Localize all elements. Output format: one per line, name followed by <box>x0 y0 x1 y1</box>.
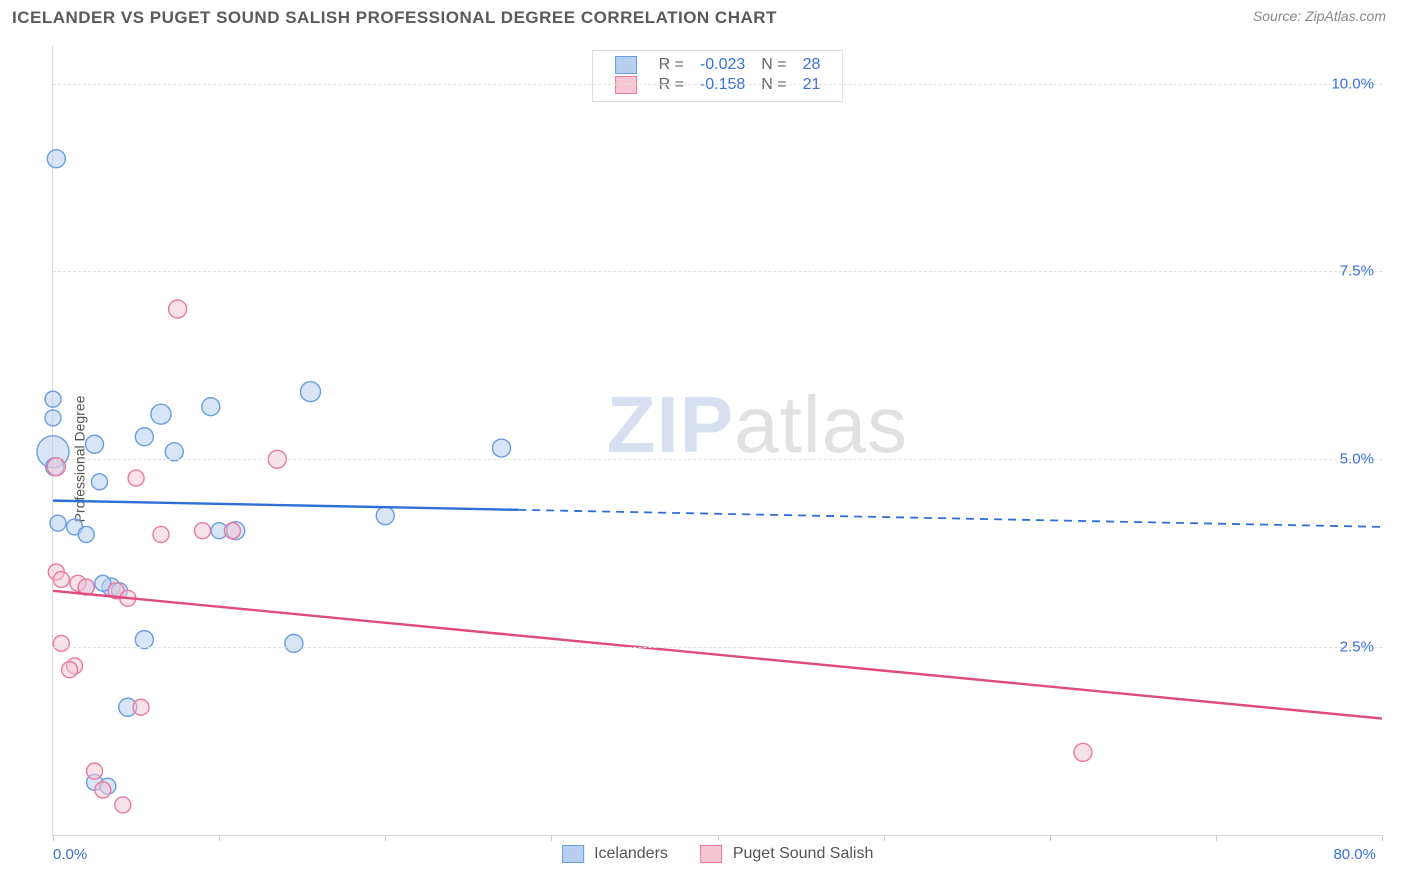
x-axis-min-label: 0.0% <box>53 846 87 863</box>
gridline <box>53 647 1382 648</box>
gridline <box>53 271 1382 272</box>
regression-line-dashed-icelanders <box>518 510 1382 527</box>
swatch-salish-bottom <box>700 845 722 863</box>
n-value-icelanders: 28 <box>795 55 829 75</box>
y-tick-label: 5.0% <box>1340 451 1374 468</box>
data-point-salish <box>169 300 187 318</box>
data-point-salish <box>47 458 65 476</box>
data-point-salish <box>95 782 111 798</box>
data-point-salish <box>1074 743 1092 761</box>
data-point-icelanders <box>45 410 61 426</box>
data-point-salish <box>133 699 149 715</box>
regression-line-salish <box>53 591 1382 719</box>
r-label: R = <box>651 75 692 95</box>
r-value-salish: -0.158 <box>692 75 753 95</box>
swatch-salish <box>615 76 637 94</box>
data-point-icelanders <box>165 443 183 461</box>
data-point-icelanders <box>47 150 65 168</box>
gridline <box>53 84 1382 85</box>
data-point-icelanders <box>78 526 94 542</box>
legend-row-icelanders: R = -0.023 N = 28 <box>607 55 829 75</box>
x-tick <box>1050 835 1051 841</box>
data-point-icelanders <box>151 404 171 424</box>
chart-source: Source: ZipAtlas.com <box>1253 8 1386 24</box>
n-label: N = <box>753 55 794 75</box>
data-point-salish <box>224 523 240 539</box>
legend-row-salish: R = -0.158 N = 21 <box>607 75 829 95</box>
plot-svg <box>53 46 1382 835</box>
data-point-icelanders <box>202 398 220 416</box>
data-point-salish <box>128 470 144 486</box>
data-point-icelanders <box>135 428 153 446</box>
legend-correlation: R = -0.023 N = 28 R = -0.158 N = 21 <box>592 50 844 102</box>
data-point-icelanders <box>493 439 511 457</box>
chart-title: ICELANDER VS PUGET SOUND SALISH PROFESSI… <box>12 8 777 28</box>
legend-series: Icelanders Puget Sound Salish <box>548 845 888 863</box>
data-point-icelanders <box>135 631 153 649</box>
data-point-icelanders <box>92 474 108 490</box>
data-point-icelanders <box>50 515 66 531</box>
data-point-icelanders <box>86 435 104 453</box>
x-tick <box>1216 835 1217 841</box>
r-label: R = <box>651 55 692 75</box>
legend-item-salish: Puget Sound Salish <box>700 845 873 862</box>
gridline <box>53 459 1382 460</box>
data-point-icelanders <box>45 391 61 407</box>
data-point-icelanders <box>300 382 320 402</box>
data-point-icelanders <box>285 634 303 652</box>
x-tick <box>1382 835 1383 841</box>
y-tick-label: 2.5% <box>1340 639 1374 656</box>
n-label: N = <box>753 75 794 95</box>
data-point-salish <box>62 662 78 678</box>
data-point-salish <box>115 797 131 813</box>
x-tick <box>884 835 885 841</box>
series-label-salish: Puget Sound Salish <box>733 845 874 862</box>
data-point-salish <box>87 763 103 779</box>
regression-line-icelanders <box>53 501 518 510</box>
x-tick <box>718 835 719 841</box>
x-tick <box>219 835 220 841</box>
series-label-icelanders: Icelanders <box>594 845 668 862</box>
x-axis-max-label: 80.0% <box>1333 846 1376 863</box>
chart-header: ICELANDER VS PUGET SOUND SALISH PROFESSI… <box>0 0 1406 32</box>
x-tick <box>551 835 552 841</box>
data-point-salish <box>53 572 69 588</box>
chart-container: Professional Degree ZIPatlas R = -0.023 … <box>28 38 1388 880</box>
y-tick-label: 7.5% <box>1340 263 1374 280</box>
data-point-salish <box>153 526 169 542</box>
y-tick-label: 10.0% <box>1331 75 1374 92</box>
x-tick <box>53 835 54 841</box>
r-value-icelanders: -0.023 <box>692 55 753 75</box>
swatch-icelanders-bottom <box>562 845 584 863</box>
plot-area: ZIPatlas R = -0.023 N = 28 R = -0.158 N … <box>52 46 1382 836</box>
n-value-salish: 21 <box>795 75 829 95</box>
x-tick <box>385 835 386 841</box>
legend-item-icelanders: Icelanders <box>562 845 673 862</box>
data-point-salish <box>53 635 69 651</box>
swatch-icelanders <box>615 56 637 74</box>
data-point-icelanders <box>376 507 394 525</box>
data-point-salish <box>195 523 211 539</box>
